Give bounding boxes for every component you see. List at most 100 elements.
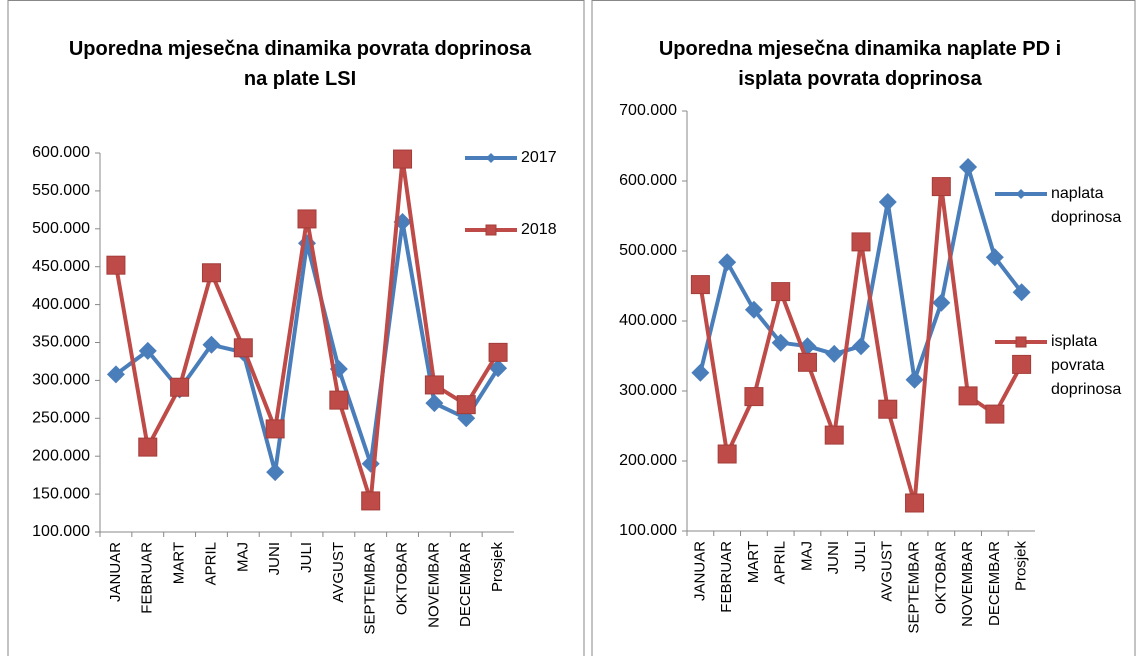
marker	[201, 263, 221, 283]
x-tick-label: JUNI	[266, 542, 283, 575]
marker	[905, 493, 925, 513]
marker	[771, 333, 790, 352]
x-tick-label: JANUAR	[691, 541, 708, 601]
y-tick-label: 500.000	[619, 242, 677, 259]
x-tick-label: OKTOBAR	[394, 542, 411, 615]
marker	[425, 394, 444, 413]
marker	[233, 338, 253, 358]
y-tick-label: 350.000	[32, 334, 90, 351]
marker	[1012, 283, 1031, 302]
marker	[958, 386, 978, 406]
y-tick-label: 500.000	[32, 220, 90, 237]
marker	[878, 193, 897, 211]
x-tick-label: Prosjek	[489, 542, 506, 593]
x-tick-label: APRIL	[772, 541, 789, 584]
x-tick-label: JANUAR	[107, 542, 124, 602]
y-tick-label: 150.000	[32, 485, 90, 502]
x-tick-label: JUNI	[825, 541, 842, 574]
y-tick-label: 600.000	[32, 144, 90, 161]
legend-marker	[486, 153, 496, 163]
marker	[138, 437, 158, 457]
y-tick-label: 400.000	[619, 312, 677, 329]
marker	[489, 359, 508, 378]
y-tick-label: 700.000	[619, 102, 677, 119]
marker	[138, 341, 157, 360]
x-tick-label: MART	[745, 541, 762, 583]
legend-marker	[485, 224, 497, 236]
marker	[878, 399, 898, 419]
marker	[771, 282, 791, 302]
marker	[1012, 354, 1032, 374]
marker	[329, 390, 349, 410]
marker	[825, 344, 844, 363]
x-tick-label: APRIL	[202, 542, 219, 585]
x-tick-label: FEBRUAR	[139, 542, 156, 614]
marker	[488, 342, 508, 362]
x-tick-label: Prosjek	[1013, 541, 1030, 592]
marker	[959, 158, 978, 176]
y-tick-label: 550.000	[32, 182, 90, 199]
x-tick-label: MART	[171, 542, 188, 584]
x-tick-label: OKTOBAR	[932, 541, 949, 614]
x-tick-label: NOVEMBAR	[425, 542, 442, 628]
marker	[905, 370, 924, 389]
marker	[266, 463, 285, 482]
y-tick-label: 450.000	[32, 258, 90, 275]
marker	[852, 337, 870, 356]
marker	[717, 444, 737, 464]
legend-label: 2018	[521, 221, 557, 238]
panel-border	[591, 0, 1136, 656]
chart-title: Uporedna mjesečna dinamika naplate PD i …	[658, 38, 1062, 90]
marker	[744, 300, 763, 319]
marker	[932, 293, 951, 312]
y-tick-label: 200.000	[32, 447, 90, 464]
y-tick-label: 200.000	[619, 452, 677, 469]
x-tick-label: NOVEMBAR	[959, 541, 976, 627]
y-tick-label: 300.000	[32, 372, 90, 389]
legend-marker	[1015, 336, 1027, 348]
x-tick-label: DECEMBAR	[457, 542, 474, 627]
legend-label: isplata povrata doprinosa	[1051, 333, 1122, 398]
x-tick-label: MAJ	[798, 541, 815, 571]
marker	[744, 387, 764, 407]
x-tick-label: JULI	[852, 541, 869, 572]
x-tick-label: MAJ	[234, 542, 251, 572]
y-tick-label: 100.000	[32, 523, 90, 540]
x-tick-label: AVGUST	[330, 542, 347, 603]
marker	[361, 454, 380, 473]
marker	[456, 395, 476, 415]
marker	[690, 275, 710, 295]
marker	[424, 375, 444, 395]
marker	[297, 209, 317, 229]
marker	[393, 149, 413, 169]
marker	[931, 177, 951, 197]
y-tick-label: 400.000	[32, 296, 90, 313]
marker	[797, 352, 817, 372]
marker	[202, 335, 221, 354]
marker	[170, 377, 190, 397]
marker	[691, 363, 710, 382]
marker	[265, 419, 285, 439]
x-tick-label: JULI	[298, 542, 315, 573]
x-tick-label: SEPTEMBAR	[906, 541, 923, 634]
marker	[718, 253, 737, 272]
y-tick-label: 100.000	[619, 522, 677, 539]
legend-label: naplata doprinosa	[1051, 185, 1122, 226]
panel-border	[7, 0, 585, 656]
y-tick-label: 250.000	[32, 410, 90, 427]
marker	[106, 365, 125, 384]
y-tick-label: 600.000	[619, 172, 677, 189]
marker	[851, 232, 871, 252]
legend-label: 2017	[521, 149, 557, 166]
chart-title: Uporedna mjesečna dinamika povrata dopri…	[68, 38, 532, 90]
x-tick-label: AVGUST	[879, 541, 896, 602]
series-line	[114, 219, 500, 475]
marker	[106, 255, 126, 275]
x-tick-label: SEPTEMBAR	[362, 542, 379, 635]
y-tick-label: 300.000	[619, 382, 677, 399]
legend-marker	[1016, 189, 1026, 199]
marker	[985, 404, 1005, 424]
marker	[985, 248, 1004, 267]
